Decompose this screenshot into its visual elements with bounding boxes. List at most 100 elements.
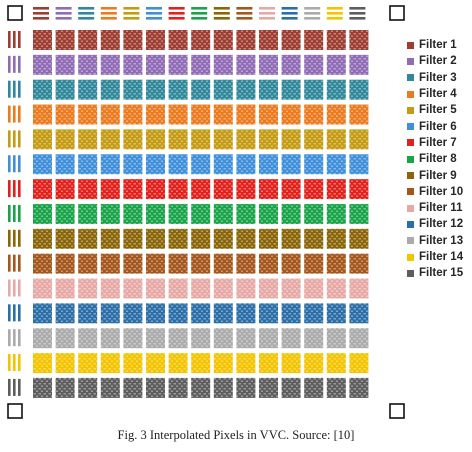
interpolated-pixel — [191, 203, 211, 224]
horizontal-filter-marker — [100, 7, 117, 20]
interpolated-pixel — [236, 104, 256, 125]
interpolated-pixel — [55, 30, 75, 50]
interpolated-pixel — [281, 328, 301, 349]
horizontal-filter-marker — [78, 7, 95, 20]
interpolated-pixel — [213, 303, 233, 324]
interpolated-pixel — [326, 30, 346, 50]
interpolated-pixel — [191, 179, 211, 200]
interpolated-pixel — [349, 228, 369, 249]
interpolated-pixel — [259, 353, 278, 374]
interpolated-pixel — [213, 79, 233, 100]
legend-label: Filter 13 — [419, 234, 464, 247]
interpolated-pixel — [100, 228, 120, 249]
interpolated-pixel — [304, 54, 324, 75]
horizontal-filter-marker — [213, 7, 230, 20]
interpolated-pixel — [326, 129, 346, 150]
interpolated-pixel — [259, 203, 278, 224]
interpolated-pixel — [168, 129, 188, 150]
interpolated-pixel — [100, 54, 120, 75]
horizontal-filter-marker — [168, 7, 185, 20]
interpolated-pixel — [304, 179, 324, 200]
interpolated-pixel — [123, 30, 143, 50]
interpolated-pixel — [146, 79, 165, 100]
vertical-filter-marker — [8, 155, 21, 173]
interpolated-pixel — [78, 79, 98, 100]
interpolated-pixel — [100, 377, 120, 398]
interpolated-pixel — [123, 79, 143, 100]
legend-item: Filter 14 — [407, 249, 471, 265]
interpolated-pixel — [349, 377, 369, 398]
interpolated-pixel — [33, 203, 52, 224]
interpolated-pixel — [304, 154, 324, 175]
interpolated-pixel — [55, 179, 75, 200]
interpolated-pixel — [213, 154, 233, 175]
interpolated-pixel — [123, 203, 143, 224]
horizontal-filter-marker — [33, 7, 49, 20]
interpolated-pixel — [100, 278, 120, 299]
interpolated-pixel — [55, 54, 75, 75]
legend-swatch — [407, 123, 414, 131]
interpolated-pixel — [123, 129, 143, 150]
interpolated-pixel — [55, 203, 75, 224]
interpolated-pixel — [326, 278, 346, 299]
interpolated-pixel — [281, 179, 301, 200]
legend-label: Filter 3 — [419, 71, 457, 84]
interpolated-pixel — [304, 129, 324, 150]
legend-label: Filter 15 — [419, 267, 464, 280]
interpolated-pixel — [326, 303, 346, 324]
integer-pixel-top-right — [389, 5, 405, 21]
interpolated-pixel — [326, 377, 346, 398]
interpolated-pixel — [33, 303, 52, 324]
interpolated-pixel — [146, 353, 165, 374]
interpolated-pixel — [78, 377, 98, 398]
interpolated-pixel — [281, 203, 301, 224]
interpolated-pixel — [33, 154, 52, 175]
interpolated-pixel — [33, 104, 52, 125]
interpolated-pixel — [146, 54, 165, 75]
legend-item: Filter 9 — [407, 167, 471, 183]
horizontal-filter-marker — [236, 7, 253, 20]
vertical-filter-marker — [8, 279, 21, 297]
interpolated-pixel — [213, 253, 233, 274]
interpolated-pixel — [191, 30, 211, 50]
figure-caption: Fig. 3 Interpolated Pixels in VVC. Sourc… — [117, 428, 355, 442]
interpolated-pixel — [55, 253, 75, 274]
interpolated-pixel — [168, 203, 188, 224]
interpolated-pixel — [304, 79, 324, 100]
legend-swatch — [407, 74, 414, 82]
interpolated-pixel — [33, 54, 52, 75]
legend-swatch — [407, 220, 414, 228]
interpolated-pixel — [100, 328, 120, 349]
interpolated-pixel — [349, 328, 369, 349]
interpolated-pixel — [146, 30, 165, 50]
legend-swatch — [407, 90, 414, 98]
legend-swatch — [407, 188, 414, 196]
interpolated-pixel — [78, 129, 98, 150]
interpolated-pixel — [304, 104, 324, 125]
interpolated-pixel — [33, 253, 52, 274]
interpolated-pixel — [123, 303, 143, 324]
interpolated-pixel — [146, 179, 165, 200]
legend-label: Filter 7 — [419, 136, 457, 149]
interpolated-pixel — [55, 129, 75, 150]
interpolated-pixel — [326, 253, 346, 274]
interpolated-pixel — [259, 129, 278, 150]
interpolated-pixel — [191, 104, 211, 125]
horizontal-filter-marker — [146, 7, 162, 20]
interpolated-pixel — [213, 328, 233, 349]
interpolated-pixel — [349, 129, 369, 150]
interpolated-pixel — [123, 377, 143, 398]
interpolated-pixel — [55, 353, 75, 374]
interpolated-pixel — [123, 104, 143, 125]
interpolated-pixel — [55, 328, 75, 349]
legend-swatch — [407, 237, 414, 245]
interpolated-pixel — [281, 377, 301, 398]
interpolated-pixel — [349, 253, 369, 274]
interpolated-pixel — [326, 154, 346, 175]
interpolated-pixel — [191, 228, 211, 249]
interpolated-pixel — [33, 228, 52, 249]
interpolated-pixel — [349, 203, 369, 224]
interpolated-pixel — [191, 154, 211, 175]
interpolated-pixel — [281, 154, 301, 175]
interpolated-pixel — [191, 377, 211, 398]
